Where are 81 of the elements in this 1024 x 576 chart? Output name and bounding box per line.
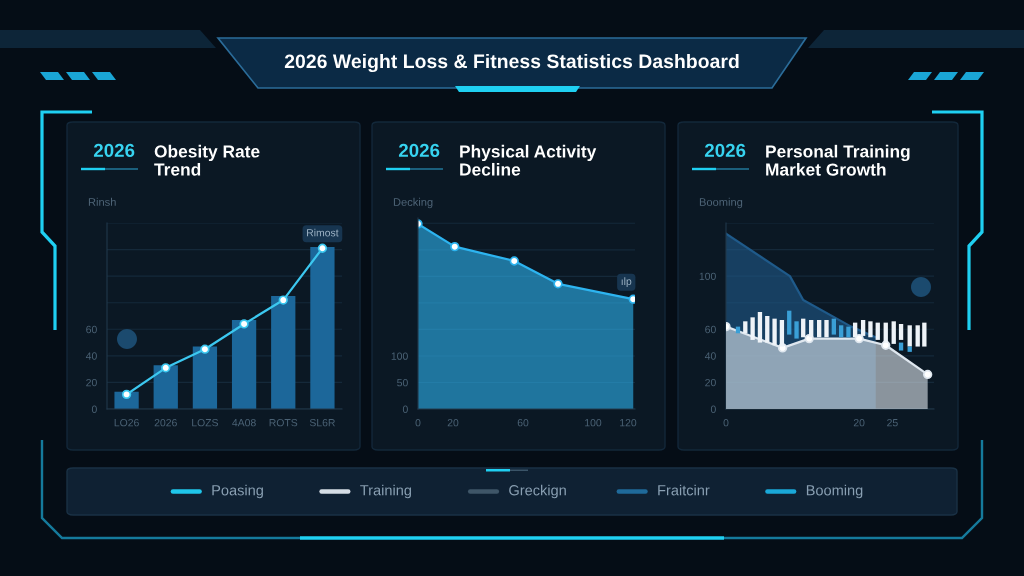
point: [317, 243, 328, 253]
y-tick-label: 100: [391, 352, 408, 360]
y-axis-title: Booming: [699, 197, 743, 209]
point: [553, 279, 563, 289]
bar: [868, 321, 873, 338]
bar: [891, 321, 896, 344]
point: [200, 344, 210, 354]
y-tick-label: 40: [704, 352, 716, 360]
text: Training: [360, 484, 412, 499]
y-tick-label: 100: [699, 272, 716, 281]
bar: [231, 319, 257, 409]
bar: [743, 321, 748, 334]
y-tick-label: 40: [85, 352, 97, 360]
bar: [794, 321, 799, 339]
bar: [271, 296, 296, 409]
bar: [860, 319, 866, 336]
chart-title: Personal Training Market Growth: [766, 144, 910, 176]
chart-title: Physical Activity Decline: [460, 144, 597, 176]
bar: [907, 325, 912, 347]
bar: [915, 325, 920, 347]
chart-subtitle: 2026: [93, 143, 135, 158]
x-tick-label: 2026: [154, 419, 177, 427]
x-tick-label: 0: [723, 419, 729, 427]
x-tick-label: 0: [415, 419, 421, 427]
bar: [922, 322, 927, 347]
annotation: Rimost: [307, 228, 339, 237]
y-tick-label: 60: [705, 325, 716, 334]
y-axis-title: Decking: [393, 197, 433, 209]
y-tick-label: 0: [402, 405, 408, 413]
bar: [817, 319, 822, 338]
chart-subtitle: 2026: [398, 143, 440, 158]
text: Poasing: [212, 484, 263, 499]
annotation: ılp: [621, 277, 632, 288]
bar: [898, 323, 904, 340]
point: [923, 369, 933, 380]
x-tick-label: LO26: [114, 419, 139, 427]
y-tick-label: 0: [91, 405, 97, 413]
point: [854, 333, 864, 344]
chart-subtitle: 2026: [704, 143, 746, 158]
point: [278, 295, 288, 305]
bar: [772, 318, 777, 346]
bar: [757, 312, 763, 343]
bar: [779, 319, 785, 347]
bar: [787, 310, 792, 335]
y-tick-label: 20: [705, 378, 716, 387]
bar: [809, 319, 814, 338]
text: Fraitcinr: [658, 484, 710, 496]
text: 2026 Weight Loss & Fitness Statistics Dashboard: [284, 53, 739, 73]
bar: [750, 317, 755, 340]
x-tick-label: 20: [853, 419, 865, 427]
text: Booming: [806, 484, 863, 499]
bar: [824, 319, 829, 338]
bar: [838, 325, 844, 338]
y-axis-title: Rinsh: [88, 197, 116, 206]
point: [239, 319, 249, 329]
x-tick-label: 100: [585, 419, 602, 427]
bar: [898, 342, 904, 351]
x-tick-label: LOZS: [192, 419, 219, 427]
y-tick-label: 20: [86, 378, 97, 387]
point: [161, 363, 171, 373]
point: [509, 256, 519, 266]
x-tick-label: SL6R: [309, 419, 335, 427]
x-tick-label: 20: [447, 419, 459, 427]
bar: [883, 322, 888, 343]
bar: [831, 318, 836, 335]
y-tick-label: 0: [710, 405, 716, 413]
x-tick-label: 60: [517, 419, 529, 427]
bar: [765, 316, 770, 343]
bar: [192, 346, 218, 409]
x-tick-label: 120: [620, 419, 637, 427]
x-tick-label: 4A08: [232, 419, 256, 427]
bar: [310, 246, 335, 409]
bar: [846, 326, 851, 338]
y-tick-label: 50: [397, 378, 408, 387]
bar: [875, 322, 880, 340]
y-tick-label: 60: [86, 325, 97, 334]
text: Greckign: [509, 484, 566, 499]
point: [450, 241, 460, 252]
chart-title: Obesity Rate Trend: [154, 144, 260, 176]
x-tick-label: 25: [887, 419, 898, 427]
x-tick-label: ROTS: [269, 419, 298, 427]
